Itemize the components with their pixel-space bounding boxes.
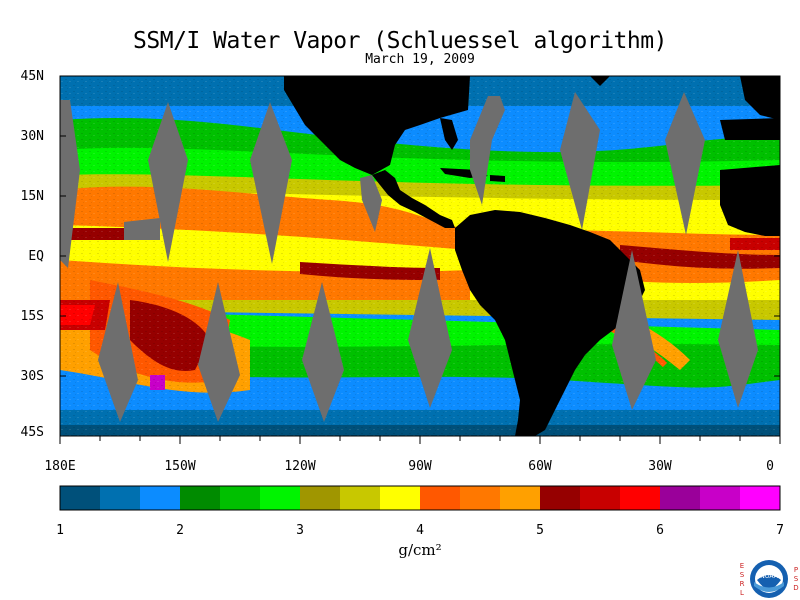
lat-label: 45N <box>20 69 44 84</box>
map-title: SSM/I Water Vapor (Schluessel algorithm) <box>133 28 667 54</box>
colorbar-label: 6 <box>656 523 664 538</box>
colorbar-segment <box>420 486 461 510</box>
colorbar-segment <box>100 486 141 510</box>
lon-label: 120W <box>284 459 316 474</box>
noaa-emblem-icon: NOAA <box>750 560 788 598</box>
colorbar-segment <box>300 486 341 510</box>
lat-label: 30N <box>20 129 44 144</box>
map-ticks <box>59 75 781 444</box>
lon-label: 0 <box>766 459 774 474</box>
lon-label: 60W <box>528 459 552 474</box>
lat-label: 15N <box>20 189 44 204</box>
colorbar-segment <box>620 486 661 510</box>
colorbar-label: 2 <box>176 523 184 538</box>
colorbar-segment <box>460 486 501 510</box>
colorbar <box>60 486 781 510</box>
lon-label: 30W <box>648 459 672 474</box>
colorbar-label: 7 <box>776 523 784 538</box>
colorbar-segment <box>580 486 621 510</box>
lat-label: 45S <box>20 425 44 440</box>
colorbar-segment <box>700 486 741 510</box>
colorbar-label: 3 <box>296 523 304 538</box>
colorbar-segment <box>140 486 181 510</box>
noaa-text: NOAA <box>760 573 778 580</box>
lat-label: EQ <box>28 249 44 264</box>
colorbar-segment <box>180 486 221 510</box>
colorbar-segment <box>260 486 301 510</box>
colorbar-label: 1 <box>56 523 64 538</box>
map-date: March 19, 2009 <box>365 52 475 67</box>
colorbar-segment <box>540 486 581 510</box>
lon-label: 90W <box>408 459 432 474</box>
colorbar-segment <box>500 486 541 510</box>
colorbar-segment <box>380 486 421 510</box>
lat-label: 30S <box>20 369 44 384</box>
colorbar-segment <box>220 486 261 510</box>
colorbar-segment <box>340 486 381 510</box>
colorbar-segment <box>60 486 101 510</box>
colorbar-segment <box>740 486 781 510</box>
colorbar-segment <box>660 486 701 510</box>
colorbar-label: 4 <box>416 523 424 538</box>
colorbar-label: 5 <box>536 523 544 538</box>
lat-label: 15S <box>20 309 44 324</box>
colorbar-units: g/cm² <box>398 541 442 559</box>
lon-label: 150W <box>164 459 196 474</box>
lon-label: 180E <box>44 459 76 474</box>
